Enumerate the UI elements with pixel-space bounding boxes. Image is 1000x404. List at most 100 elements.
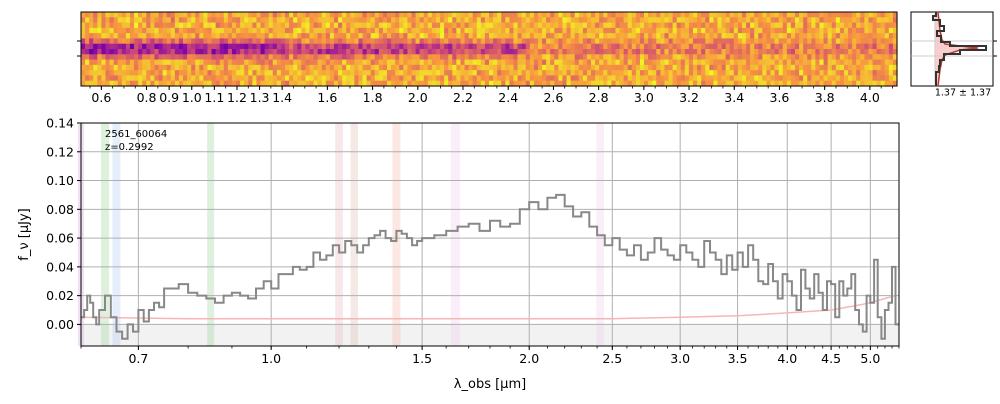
heatmap-cell (150, 64, 156, 71)
heatmap-cell (236, 70, 241, 77)
heatmap-cell (790, 43, 796, 50)
heatmap-cell (892, 80, 898, 87)
heatmap-cell (758, 64, 763, 71)
heatmap-cell (843, 70, 849, 77)
heatmap-cell (293, 17, 298, 24)
heatmap-cell (448, 38, 453, 45)
heatmap-cell (293, 80, 298, 87)
heatmap-cell (803, 70, 808, 77)
heatmap-cell (203, 38, 209, 45)
heatmap-cell (338, 70, 343, 77)
heatmap-cell (472, 43, 478, 50)
heatmap-cell (387, 75, 392, 82)
heatmap-cell (142, 70, 147, 77)
heatmap-cell (533, 54, 539, 61)
heatmap-cell (815, 12, 821, 18)
heatmap-cell (574, 75, 580, 82)
heatmap-cell (705, 49, 710, 55)
heatmap-cell (89, 33, 94, 40)
heatmap-cell (631, 43, 637, 50)
heatmap-cell (627, 75, 633, 82)
heatmap-cell (868, 49, 874, 55)
heatmap-cell (211, 12, 217, 18)
heatmap-cell (627, 54, 633, 61)
heatmap-cell (709, 17, 714, 24)
heatmap-cell (533, 43, 539, 50)
heatmap-cell (835, 54, 841, 61)
plot-area (81, 123, 899, 346)
heatmap-cell (93, 64, 98, 71)
heatmap-cell (313, 33, 319, 40)
heatmap-cell (570, 64, 576, 71)
heatmap-cell (611, 12, 617, 18)
heatmap-cell (199, 75, 204, 82)
heatmap-cell (566, 38, 572, 45)
heatmap-cell (513, 38, 519, 45)
heatmap-cell (493, 33, 498, 40)
heatmap-cell (236, 38, 241, 45)
heatmap-cell (509, 75, 515, 82)
heatmap-cell (101, 22, 107, 29)
heatmap-cell (717, 49, 723, 55)
x-tick-label: 0.8 (137, 90, 157, 105)
heatmap-cell (448, 43, 453, 50)
heatmap-cell (566, 70, 572, 77)
heatmap-cell (701, 70, 706, 77)
heatmap-cell (831, 70, 837, 77)
heatmap-cell (607, 75, 612, 82)
heatmap-cell (203, 59, 209, 66)
heatmap-cell (338, 27, 343, 34)
heatmap-cell (705, 64, 710, 71)
heatmap-cell (354, 22, 360, 29)
heatmap-cell (354, 38, 360, 45)
heatmap-cell (770, 70, 776, 77)
heatmap-cell (85, 70, 90, 77)
heatmap-cell (599, 43, 604, 50)
heatmap-cell (505, 27, 510, 34)
heatmap-cell (713, 12, 719, 18)
heatmap-cell (183, 12, 188, 18)
heatmap-cell (285, 64, 290, 71)
heatmap-cell (693, 22, 698, 29)
heatmap-cell (733, 59, 739, 66)
heatmap-cell (778, 33, 784, 40)
heatmap-cell (839, 12, 845, 18)
heatmap-cell (129, 22, 135, 29)
heatmap-cell (688, 70, 694, 77)
heatmap-cell (799, 59, 804, 66)
heatmap-cell (729, 33, 735, 40)
heatmap-cell (240, 43, 245, 50)
heatmap-cell (656, 33, 661, 40)
series-group (81, 193, 899, 340)
heatmap-cell (586, 70, 592, 77)
heatmap-cell (215, 80, 221, 87)
heatmap-cell (631, 22, 637, 29)
heatmap-cell (860, 64, 865, 71)
heatmap-cell (843, 22, 849, 29)
heatmap-cell (652, 22, 657, 29)
heatmap-cell (872, 64, 878, 71)
heatmap-cell (766, 43, 772, 50)
heatmap-cell (264, 64, 270, 71)
heatmap-cell (268, 75, 274, 82)
heatmap-cell (101, 75, 107, 82)
heatmap-cell (325, 17, 331, 24)
heatmap-cell (240, 38, 245, 45)
y-tick-label: 0.12 (46, 144, 74, 159)
heatmap-cell (350, 59, 355, 66)
heatmap-cell (264, 43, 270, 50)
heatmap-cell (195, 59, 200, 66)
heatmap-cell (174, 59, 180, 66)
heatmap-cell (676, 27, 682, 34)
heatmap-cell (407, 12, 413, 18)
heatmap-cell (782, 54, 788, 61)
heatmap-cell (101, 38, 107, 45)
heatmap-cell (864, 38, 870, 45)
heatmap-cell (285, 59, 290, 66)
heatmap-cell (741, 12, 747, 18)
heatmap-cell (823, 12, 829, 18)
heatmap-cell (578, 17, 584, 24)
heatmap-cell (472, 12, 478, 18)
heatmap-cell (407, 59, 413, 66)
heatmap-cell (676, 22, 682, 29)
